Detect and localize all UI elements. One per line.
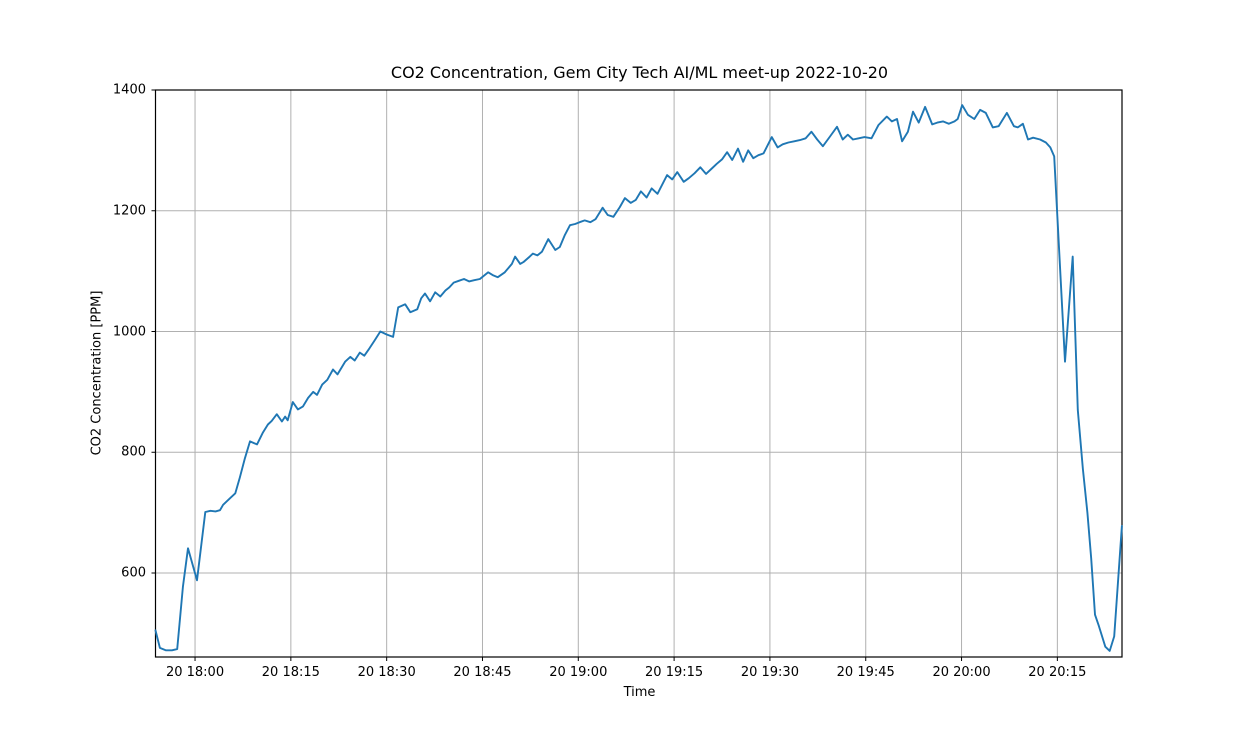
- x-tick-label: 20 20:15: [1028, 665, 1087, 680]
- x-tick-label: 20 18:15: [261, 665, 320, 680]
- x-tick-label: 20 18:30: [357, 665, 416, 680]
- axes-spines: [154, 89, 1123, 658]
- y-tick-label: 1400: [112, 82, 146, 98]
- y-tick-label: 800: [121, 444, 146, 460]
- x-tick-label: 20 18:45: [453, 665, 512, 680]
- x-tick-label: 20 19:30: [740, 665, 799, 680]
- x-tick-label: 20 18:00: [165, 665, 225, 680]
- y-tick-label: 1200: [112, 203, 146, 219]
- y-tick-label: 1000: [112, 324, 146, 339]
- y-axis-label: CO2 Concentration [PPM]: [89, 290, 105, 456]
- x-tick-label: 20 19:00: [549, 665, 608, 680]
- x-tick-label: 20 20:00: [932, 665, 991, 680]
- x-tick-label: 20 19:15: [645, 665, 704, 680]
- co2-series-line: [154, 104, 1123, 652]
- x-tick-label: 20 19:45: [836, 665, 895, 680]
- x-axis-label: Time: [623, 685, 656, 700]
- y-tick-label: 600: [121, 565, 146, 581]
- chart-title: CO2 Concentration, Gem City Tech AI/ML m…: [390, 63, 889, 82]
